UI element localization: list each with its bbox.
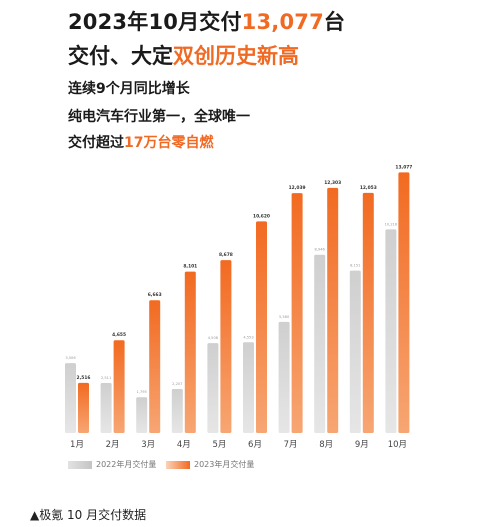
x-tick-1: 1月	[70, 440, 84, 450]
legend-2023-swatch	[166, 460, 190, 469]
legend-2022-label: 2022年月交付量	[96, 460, 157, 469]
bar-2022-7	[278, 321, 290, 433]
label-2023-8: 12,303	[324, 180, 341, 186]
headline-line-1: 2023年10月交付13,077台	[68, 6, 345, 36]
bar-2022-9	[349, 270, 361, 433]
bullet-zero-fire-prefix: 交付超过	[68, 135, 124, 151]
bar-2023-8	[327, 187, 339, 433]
infographic-card: 2023年10月交付13,077台 交付、大定双创历史新高 连续9个月同比增长 …	[48, 0, 438, 478]
label-2022-7: 5,580	[279, 315, 290, 319]
bar-2023-4	[184, 271, 196, 433]
x-tick-2: 2月	[106, 440, 120, 450]
legend-2023-label: 2023年月交付量	[194, 460, 255, 469]
bullet-yoy-growth: 连续9个月同比增长	[68, 81, 190, 97]
label-2023-6: 10,620	[253, 213, 270, 219]
bar-2022-5	[207, 343, 219, 433]
label-2022-6: 4,553	[243, 335, 253, 339]
bar-2023-9	[362, 192, 374, 433]
label-2022-9: 8,151	[350, 264, 360, 268]
bar-2022-1	[65, 363, 76, 433]
bar-2022-10	[385, 229, 397, 433]
bar-2022-3	[136, 397, 148, 433]
legend-2023: 2023年月交付量	[166, 459, 254, 470]
label-2023-5: 8,678	[219, 252, 233, 258]
bullet-industry-first: 纯电汽车行业第一，全球唯一	[68, 109, 250, 125]
label-2022-2: 2,511	[101, 376, 111, 380]
label-2023-3: 6,663	[148, 292, 162, 298]
bullet-zero-fire-highlight: 17万台零自燃	[124, 135, 214, 151]
image-caption: ▲极氪 10 月交付数据	[30, 508, 147, 522]
headline-delivery-number: 13,077	[241, 10, 324, 34]
label-2023-4: 8,101	[183, 264, 197, 270]
label-2022-5: 4,508	[208, 336, 219, 340]
label-2022-3: 1,795	[137, 390, 147, 394]
x-tick-4: 4月	[177, 440, 191, 450]
x-tick-7: 7月	[284, 440, 298, 450]
label-2022-10: 10,216	[385, 222, 398, 226]
delivery-bar-chart: 3,506 2,516 1月 2,511 4,655 2月 1,795 6,663 3月 2,20…	[65, 164, 412, 450]
x-tick-6: 6月	[248, 440, 262, 450]
label-2022-1: 3,506	[65, 356, 76, 360]
bar-2023-10	[398, 172, 410, 434]
label-2023-9: 12,053	[360, 185, 377, 191]
x-tick-3: 3月	[141, 440, 155, 450]
headline-prefix: 2023年10月交付	[68, 10, 242, 34]
bar-2023-2	[113, 340, 125, 433]
label-2023-2: 4,655	[112, 332, 126, 338]
bullet-zero-fire: 交付超过17万台零自燃	[68, 132, 213, 152]
x-tick-9: 9月	[355, 440, 369, 450]
x-tick-8: 8月	[319, 440, 333, 450]
bar-2022-2	[100, 382, 112, 433]
bar-2023-7	[291, 193, 303, 433]
bar-2023-3	[149, 300, 161, 433]
x-tick-5: 5月	[212, 440, 226, 450]
headline-unit: 台	[323, 10, 346, 34]
x-tick-10: 10月	[388, 440, 407, 450]
bar-2023-5	[220, 260, 232, 433]
legend-2022: 2022年月交付量	[68, 459, 156, 470]
bar-2023-1	[78, 382, 89, 433]
bar-2022-4	[171, 389, 183, 433]
headline-2-highlight: 双创历史新高	[173, 44, 299, 68]
bar-2022-8	[314, 254, 326, 433]
bar-2022-6	[243, 342, 254, 433]
headline-line-2: 交付、大定双创历史新高	[68, 40, 299, 70]
label-2023-7: 12,039	[289, 185, 306, 191]
label-2023-10: 13,077	[395, 164, 412, 170]
bar-2023-6	[256, 221, 267, 433]
legend-2022-swatch	[68, 460, 92, 469]
label-2022-8: 8,946	[315, 248, 326, 252]
headline-2-prefix: 交付、大定	[68, 44, 173, 68]
label-2022-4: 2,207	[172, 382, 182, 386]
label-2023-1: 2,516	[77, 375, 91, 381]
